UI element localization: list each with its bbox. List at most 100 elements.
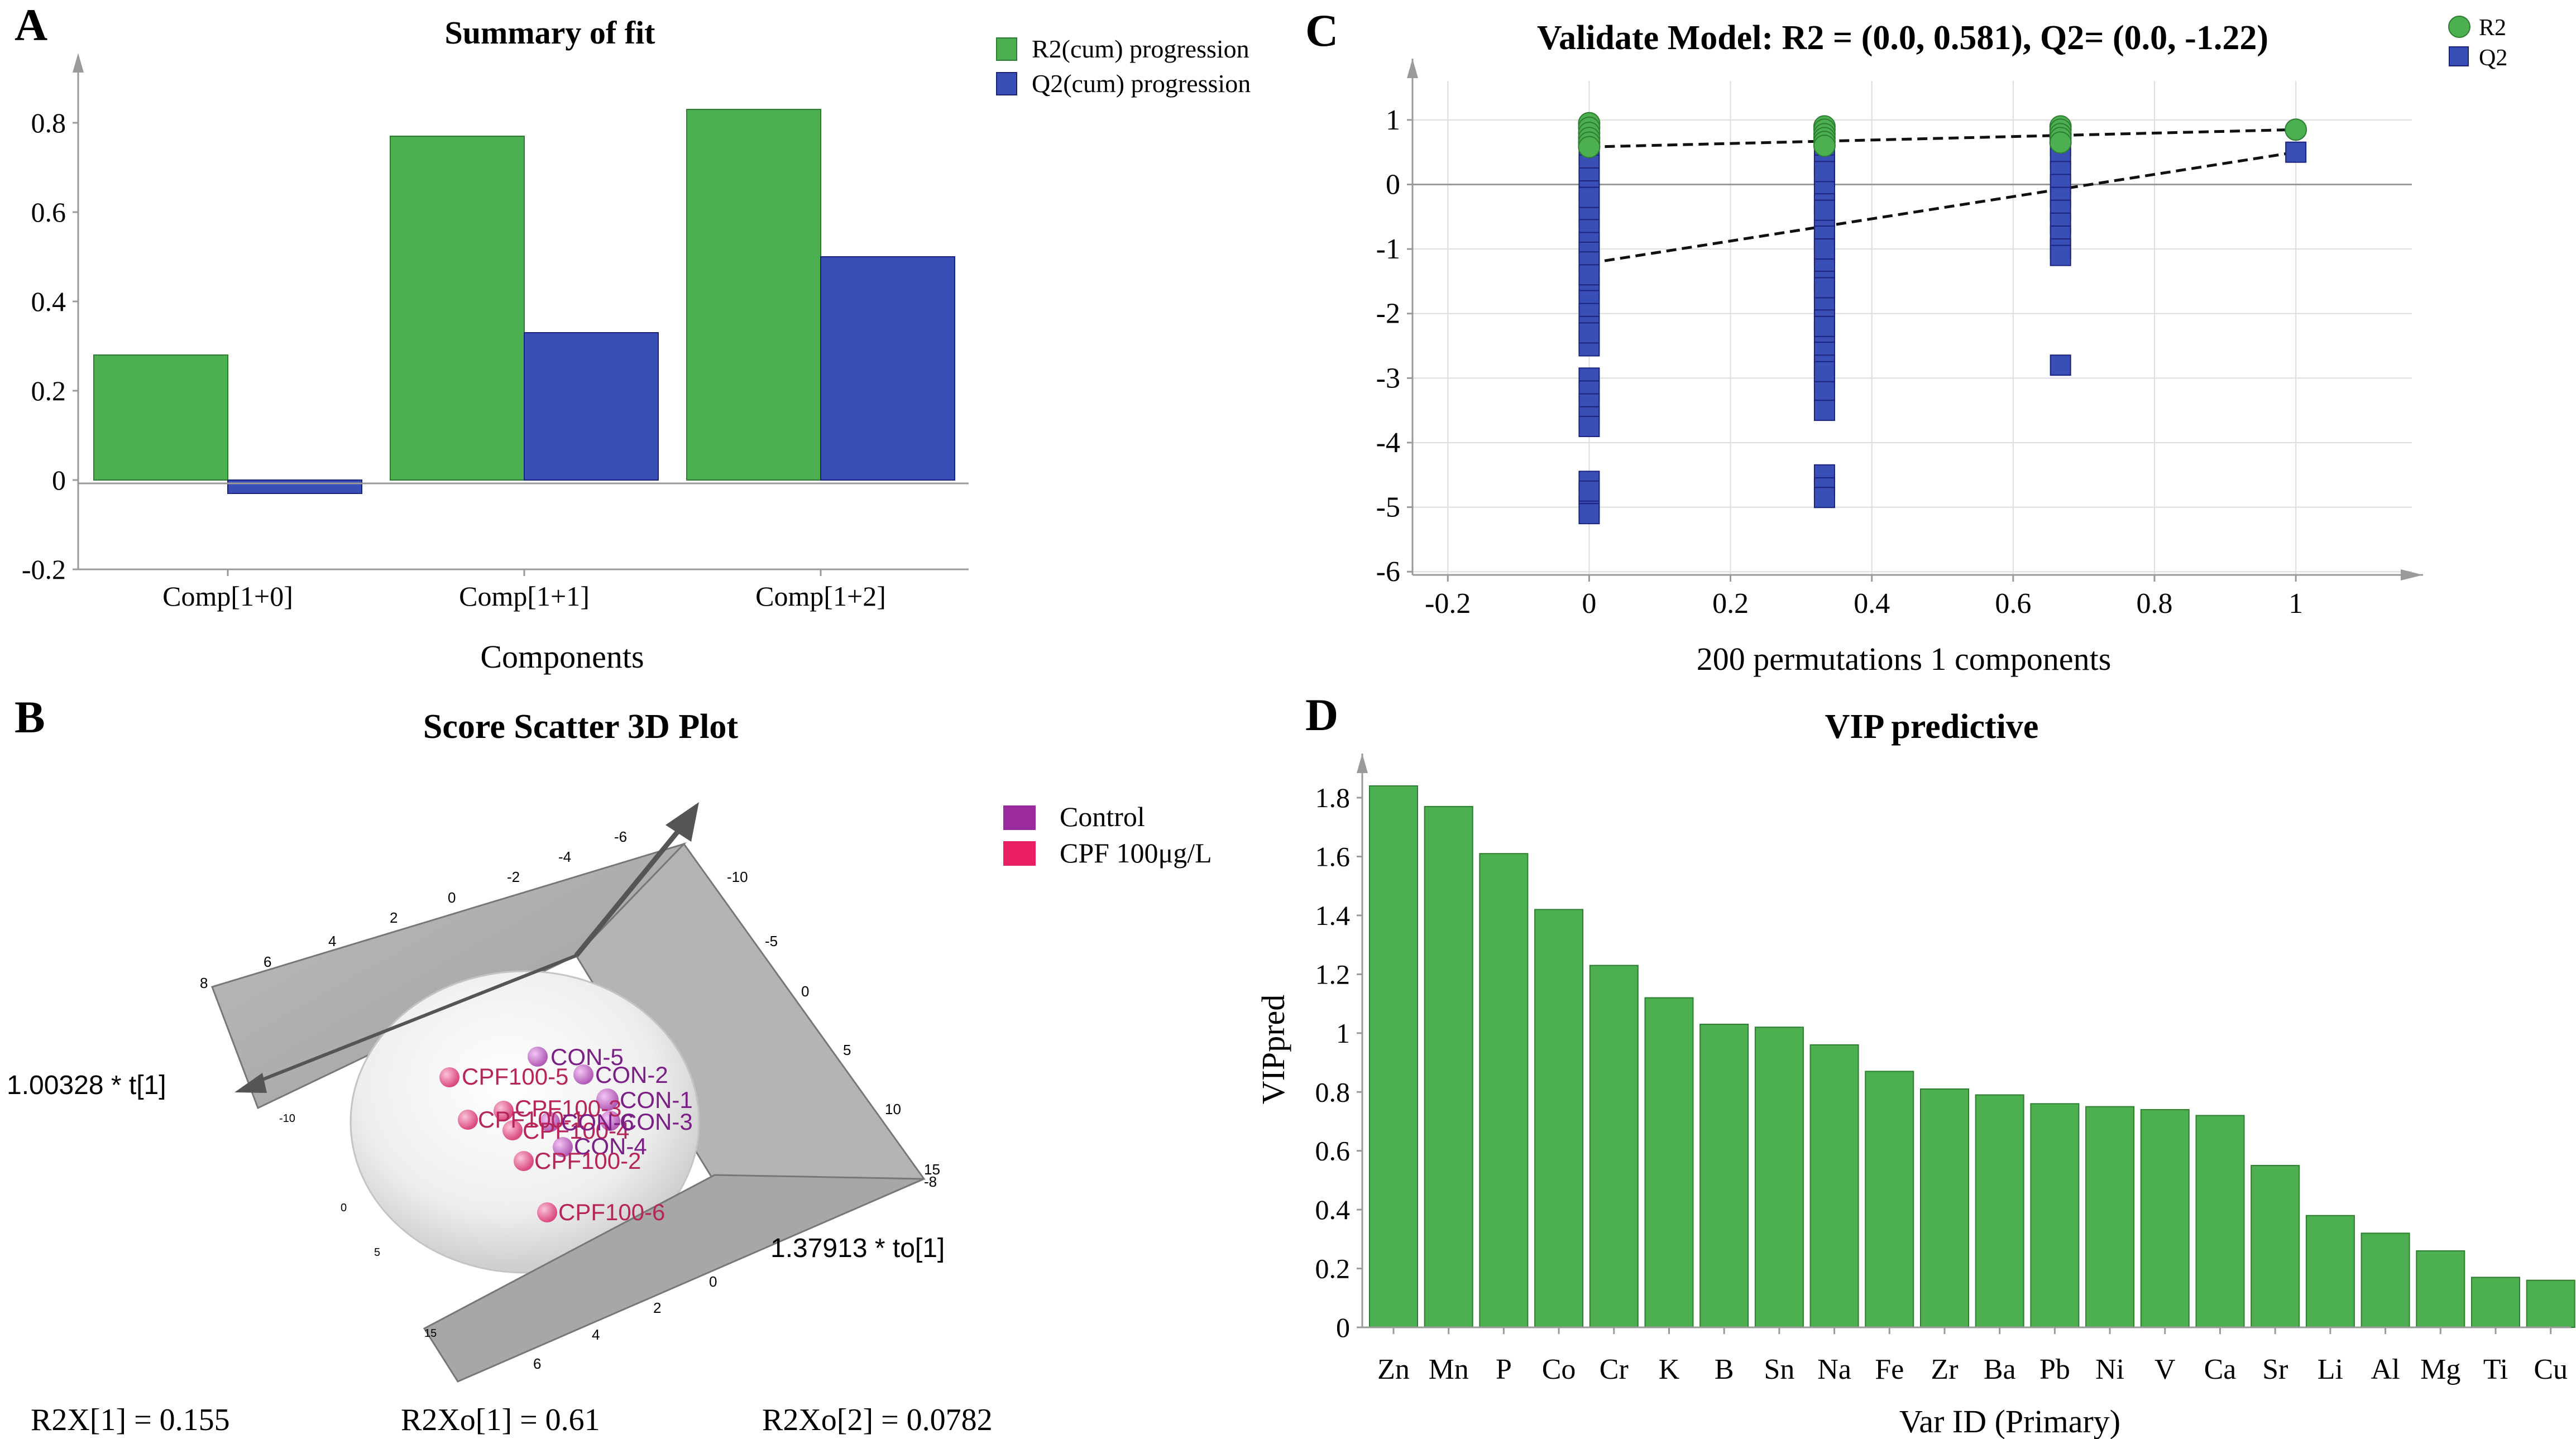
legend-label-q2cum: Q2(cum) progression: [1032, 69, 1251, 98]
y-tick-label: -4: [1376, 427, 1400, 459]
y-tick-label: 0.4: [1315, 1194, 1351, 1225]
legend-swatch-cpf: [1003, 841, 1036, 866]
y-tick-label: 0.2: [31, 375, 66, 406]
x-tick-label: Mg: [2420, 1354, 2460, 1385]
x-tick-label: Na: [1817, 1354, 1851, 1385]
panel-b-axis-label-to1: 1.37913 * to[1]: [770, 1234, 945, 1263]
q2-point: [1813, 199, 1835, 221]
stat-r2xo2: R2Xo[2] = 0.0782: [762, 1403, 993, 1437]
q2-point: [1813, 238, 1835, 260]
vip-bar-zr: [1920, 1088, 1969, 1328]
legend-swatch-q2cum: [996, 72, 1017, 95]
y-tick-label: -0.2: [22, 554, 66, 585]
panel-c-x-axis-arrow: [2401, 569, 2423, 581]
panel-d-letter: D: [1305, 689, 1338, 740]
y-tick-label: 1: [1386, 104, 1400, 136]
tick-label: 0: [801, 983, 809, 1000]
stat-r2xo1: R2Xo[1] = 0.61: [401, 1403, 600, 1437]
y-tick-label: -2: [1376, 298, 1400, 330]
point-label-con-5: CON-5: [550, 1044, 624, 1070]
panel-c-axes-ticks: -0.2 0 0.2 0.4 0.6 0.8 1 1 0 -1 -2 -3 -4 -5 -6: [1376, 104, 2303, 620]
legend-label-q2: Q2: [2479, 45, 2507, 71]
vip-bar-k: [1644, 997, 1694, 1328]
x-tick-label: -0.2: [1425, 588, 1471, 620]
panel-d-plot: 0 0.2 0.4 0.6 0.8 1 1.2 1.4 1.6 1.8 Zn Mn P Co Cr K B Sn…: [1315, 754, 2575, 1385]
x-tick-label: 0.6: [1995, 588, 2031, 620]
x-tick-label: Li: [2318, 1354, 2343, 1385]
y-tick-label: 0.4: [31, 286, 66, 317]
x-tick-label: B: [1715, 1354, 1734, 1385]
panel-c-grid: [1413, 81, 2412, 575]
r2-point: [1813, 135, 1836, 157]
y-tick-label: 1.8: [1315, 782, 1351, 813]
tick-label: 6: [533, 1355, 541, 1372]
y-tick-label: -6: [1376, 556, 1400, 588]
panel-d-x-axis: Zn Mn P Co Cr K B Sn Na Fe Zr Ba Pb Ni V Ca Sr Li Al Mg Ti Cu: [1377, 1327, 2568, 1385]
r2-point: [2285, 118, 2307, 141]
x-tick-label: Ca: [2204, 1354, 2237, 1385]
panel-b-axis-label-t1: 1.00328 * t[1]: [7, 1071, 166, 1100]
y-tick-label: -5: [1376, 492, 1400, 524]
tick-label: 4: [328, 933, 336, 949]
panel-c-y-axis-arrow: [1407, 59, 1418, 78]
panel-b-axis-left-arrowhead: [234, 1073, 267, 1093]
legend-marker-r2: [2448, 16, 2470, 38]
panel-b-floor: [423, 1174, 925, 1383]
vip-bar-p: [1479, 853, 1529, 1328]
panel-b-title: Score Scatter 3D Plot: [423, 708, 738, 746]
stat-r2x1: R2X[1] = 0.155: [31, 1403, 230, 1437]
panel-d-y-axis: 0 0.2 0.4 0.6 0.8 1 1.2 1.4 1.6 1.8: [1315, 782, 1362, 1343]
x-tick-label: Sn: [1764, 1354, 1794, 1385]
legend-label-cpf: CPF 100μg/L: [1060, 837, 1212, 869]
y-tick-label: 0.6: [31, 196, 66, 228]
panel-c-legend: R2 Q2: [2448, 15, 2507, 71]
panel-b-stats: R2X[1] = 0.155 R2Xo[1] = 0.61 R2Xo[2] = …: [31, 1403, 993, 1437]
tick-label: -2: [507, 869, 520, 885]
vip-bar-na: [1809, 1044, 1859, 1328]
q2-point: [1813, 361, 1835, 382]
point-label-cpf100-2: CPF100-2: [534, 1148, 641, 1174]
tick-label: -10: [279, 1112, 295, 1125]
legend-label-r2cum: R2(cum) progression: [1032, 35, 1249, 63]
score-point-con-2: [573, 1064, 593, 1085]
q2-point: [1578, 480, 1600, 502]
y-tick-label: -3: [1376, 362, 1400, 394]
panel-b-axis-left: [253, 954, 577, 1085]
panel-d-xlabel: Var ID (Primary): [1899, 1403, 2120, 1439]
q2-point: [1578, 503, 1600, 525]
panel-a-plot: -0.200.20.40.60.8 Comp[1+0] Comp[1+1] Comp…: [22, 53, 969, 612]
bar-q2cum-2: [820, 256, 955, 481]
y-tick-label: 1.2: [1315, 958, 1351, 990]
x-tick-label: Zn: [1377, 1354, 1410, 1385]
panel-b-axis-ticks: 6 4 2 0 -2 -4 -6 -10 -5 0 5 10 15 0 2 4 …: [200, 828, 940, 1372]
legend-swatch-control: [1003, 805, 1036, 830]
x-tick-label: Cr: [1600, 1354, 1629, 1385]
tick-label: 5: [843, 1042, 851, 1058]
score-point-cpf100-6: [537, 1202, 557, 1222]
x-tick-label: P: [1496, 1354, 1512, 1385]
q2-point: [1578, 186, 1600, 208]
tick-label: 4: [592, 1326, 600, 1343]
x-tick-label: K: [1659, 1354, 1680, 1385]
y-tick-label: 0.8: [31, 107, 66, 138]
tick-label: 10: [885, 1101, 901, 1117]
score-point-con-5: [528, 1047, 548, 1067]
y-tick-label: 1: [1336, 1018, 1350, 1049]
vip-bar-co: [1534, 909, 1584, 1328]
panel-b-legend: Control CPF 100μg/L: [1003, 801, 1212, 869]
bar-q2cum-0: [227, 479, 362, 494]
tick-label: 2: [390, 909, 398, 926]
vip-bar-li: [2305, 1215, 2355, 1328]
score-point-con-4: [553, 1137, 573, 1157]
point-label-cpf100-4: CPF100-4: [523, 1117, 629, 1144]
panel-c-letter: C: [1305, 5, 1338, 56]
tick-label: -10: [727, 869, 748, 885]
tick-label: 0: [341, 1202, 347, 1214]
tick-label: 6: [264, 953, 271, 970]
x-tick-label: Zr: [1931, 1354, 1958, 1385]
x-tick-label: V: [2154, 1354, 2176, 1385]
vip-bar-ti: [2471, 1277, 2520, 1328]
y-tick-label: 0.6: [1315, 1135, 1351, 1167]
bar-q2cum-1: [524, 332, 659, 481]
